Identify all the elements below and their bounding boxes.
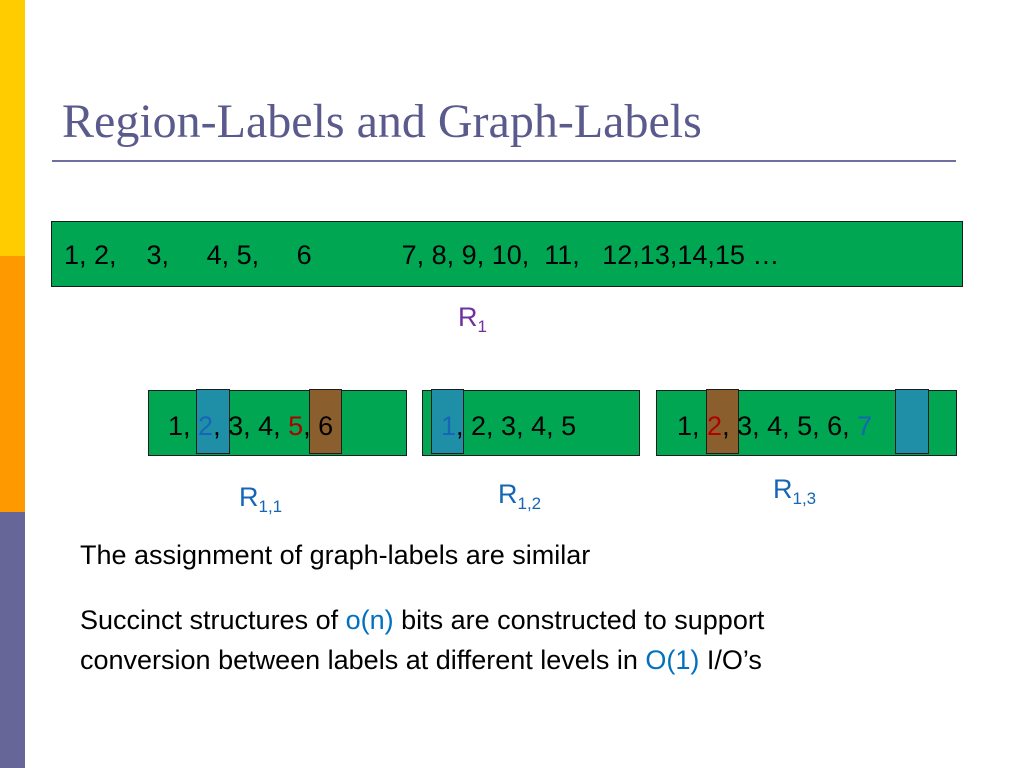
- highlight-blue-r12: [431, 389, 464, 454]
- body-text-part: I/O’s: [699, 645, 762, 675]
- region-label-r1-sub: 1: [477, 317, 487, 336]
- seq-part: , 2, 3, 4, 5: [456, 411, 577, 441]
- accent-bar-purple: [0, 512, 25, 768]
- body-text-2-line-1: Succinct structures of o(n) bits are con…: [80, 602, 764, 638]
- region-label-r11-sub: 1,1: [258, 497, 283, 516]
- seq-part-blue: 1: [441, 411, 457, 441]
- region-r1-sequence: 1, 2, 3, 4, 5, 6 7, 8, 9, 10, 11, 12,13,…: [64, 240, 780, 270]
- region-r1-box: [51, 221, 963, 287]
- region-r13-sequence: 1, 2, 3, 4, 5, 6, 7: [677, 411, 872, 441]
- region-label-r12-base: R: [498, 479, 518, 509]
- accent-bar-orange: [0, 256, 25, 512]
- body-text-part: conversion between labels at different l…: [80, 645, 646, 675]
- region-r12-sequence: 1, 2, 3, 4, 5: [441, 411, 576, 441]
- region-label-r13-sub: 1,3: [792, 489, 817, 508]
- region-label-r11-base: R: [239, 482, 259, 512]
- highlight-blue-r11: [196, 389, 230, 454]
- region-r11-box: [148, 390, 407, 456]
- seq-part-red: 2: [707, 411, 723, 441]
- seq-part-blue: 7: [857, 411, 873, 441]
- region-label-r1-base: R: [458, 302, 478, 332]
- seq-part-red: 5: [288, 411, 304, 441]
- highlight-brown-r13: [706, 389, 739, 454]
- seq-part: , 6: [303, 411, 334, 441]
- region-r11-sequence: 1, 2, 3, 4, 5, 6: [168, 411, 333, 441]
- body-text-highlight: o(n): [345, 605, 394, 635]
- region-label-r12-sub: 1,2: [517, 494, 542, 513]
- highlight-blue-r13: [895, 389, 929, 454]
- slide-title: Region-Labels and Graph-Labels: [62, 95, 702, 148]
- region-label-r13-base: R: [773, 474, 793, 504]
- accent-bar-yellow: [0, 0, 25, 256]
- seq-part: , 3, 4,: [213, 411, 289, 441]
- seq-part-blue: 2: [198, 411, 214, 441]
- highlight-brown-r11: [309, 389, 342, 454]
- region-label-r12: R1,2: [498, 479, 541, 512]
- region-label-r13: R1,3: [773, 474, 816, 507]
- region-label-r11: R1,1: [239, 482, 282, 515]
- body-text-2-line-2: conversion between labels at different l…: [80, 642, 762, 678]
- region-label-r1: R1: [458, 302, 487, 335]
- seq-part: 1,: [677, 411, 708, 441]
- body-text-part: Succinct structures of: [80, 605, 346, 635]
- seq-part: , 3, 4, 5, 6,: [722, 411, 858, 441]
- body-text-part: bits are constructed to support: [393, 605, 765, 635]
- seq-part: 1,: [168, 411, 199, 441]
- title-underline: [52, 160, 956, 162]
- body-text-highlight: O(1): [645, 645, 700, 675]
- body-text-1: The assignment of graph-labels are simil…: [80, 540, 591, 570]
